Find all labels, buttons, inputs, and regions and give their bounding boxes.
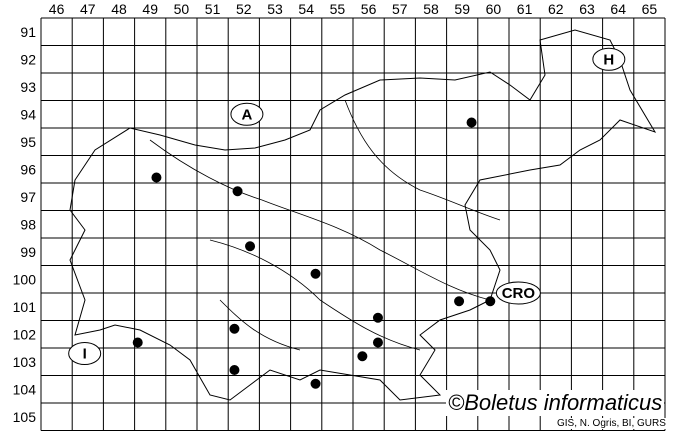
column-label: 64 [610,1,626,17]
region-label-ellipse [495,281,541,305]
column-label: 56 [361,1,377,17]
column-label: 52 [236,1,252,17]
column-label: 59 [454,1,470,17]
record-dot [310,268,321,279]
column-label: 54 [298,1,314,17]
region-label: I [83,346,87,363]
river [149,139,491,301]
column-label: 65 [642,1,658,17]
record-dot [151,172,162,183]
column-label: 62 [548,1,564,17]
record-dot [357,351,368,362]
record-dot [229,365,240,375]
row-label: 95 [20,134,36,150]
records [132,117,496,389]
row-label: 104 [13,381,37,397]
row-label: 97 [20,189,36,205]
column-label: 55 [330,1,346,17]
record-dot [245,241,256,252]
region-label: A [241,106,252,123]
region-label: CRO [502,285,536,302]
row-label: 92 [20,51,36,67]
record-dot [372,337,383,348]
row-label: 91 [20,24,36,40]
column-label: 51 [205,1,221,17]
column-label: 53 [267,1,283,17]
credits-text: GIS, N. Ogris, BI, GURS [555,418,668,429]
river [209,239,421,351]
record-dot [454,296,465,307]
river [219,299,301,351]
row-label: 94 [20,106,36,122]
column-label: 46 [49,1,65,17]
row-label: 105 [13,409,37,425]
column-label: 48 [111,1,127,17]
row-label: 93 [20,79,36,95]
record-dot [232,186,243,197]
region-label-ellipse [68,342,102,365]
region-label-ellipse [592,47,626,71]
row-label: 103 [13,354,37,370]
record-dot [466,117,477,128]
grid [40,17,666,431]
record-dot [485,296,496,307]
row-label: 99 [20,244,36,260]
row-label: 96 [20,161,36,177]
river [344,99,501,221]
country-outline [69,29,657,401]
copyright-text: ©Boletus informaticus [446,390,665,416]
row-label: 98 [20,216,36,232]
record-dot [372,312,383,323]
record-dot [132,337,143,348]
column-label: 61 [517,1,533,17]
column-label: 50 [174,1,190,17]
column-label: 63 [579,1,595,17]
column-label: 57 [392,1,408,17]
column-label: 58 [423,1,439,17]
region-label: H [603,51,614,68]
column-label: 49 [142,1,158,17]
column-label: 60 [486,1,502,17]
row-label: 102 [13,326,37,342]
row-label: 101 [13,299,37,315]
record-dot [229,323,240,334]
rivers [149,99,501,351]
record-dot [310,378,321,389]
row-label: 100 [13,271,37,287]
region-label-ellipse [230,102,264,126]
column-label: 47 [80,1,96,17]
